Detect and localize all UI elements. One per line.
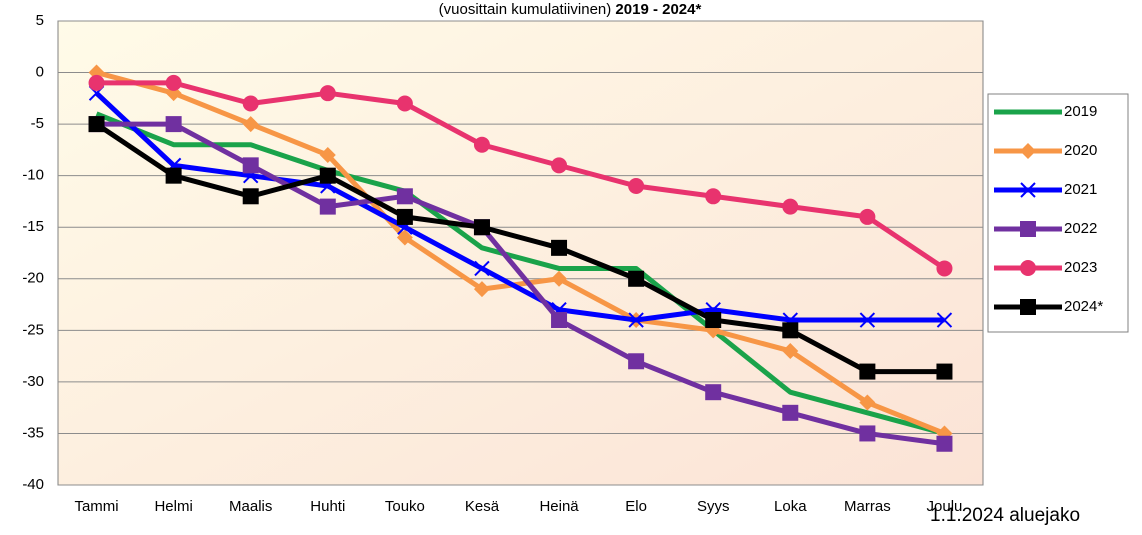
point-marker [551, 239, 568, 256]
point-marker [859, 363, 876, 380]
point-marker [782, 322, 799, 339]
y-tick-label: 5 [36, 12, 44, 29]
point-marker [936, 435, 953, 452]
title: (vuosittain kumulatiivinen) [439, 1, 612, 18]
point-marker [859, 394, 876, 411]
point-marker [88, 74, 105, 91]
series-line [95, 122, 945, 375]
y-tick-label: -30 [22, 373, 44, 390]
legend-marker [1020, 143, 1036, 159]
point-marker [242, 95, 259, 112]
x-tick-label: Helmi [154, 498, 192, 515]
legend-label: 2024* [1064, 298, 1103, 315]
x-tick-label: Heinä [539, 498, 579, 515]
point-marker [319, 167, 336, 184]
point-marker [628, 177, 645, 194]
x-tick-label: Syys [697, 498, 730, 515]
title-bold: 2019 - 2024* [615, 1, 701, 18]
point-marker [396, 188, 413, 205]
point-marker [628, 312, 644, 328]
y-tick-label: 0 [36, 64, 44, 81]
legend-label: 2020 [1064, 142, 1097, 159]
plot-area [57, 20, 984, 486]
point-marker [551, 270, 568, 287]
x-tick-label: Marras [844, 498, 891, 515]
point-marker [319, 85, 336, 102]
x-tick-label: Huhti [310, 498, 345, 515]
series-line [96, 121, 945, 447]
point-marker [165, 116, 182, 133]
x-tick-label: Kesä [465, 498, 500, 515]
legend-label: 2019 [1064, 103, 1097, 120]
y-tick-label: -40 [22, 476, 44, 493]
point-marker [242, 116, 259, 133]
y-tick-label: -15 [22, 218, 44, 235]
x-tick-label: Maalis [229, 498, 272, 515]
x-tick-label: Touko [385, 498, 425, 515]
legend-marker [1020, 299, 1036, 315]
point-marker [474, 260, 490, 277]
point-marker [782, 342, 799, 359]
point-marker [88, 116, 105, 133]
point-marker [551, 312, 568, 329]
point-marker [551, 157, 568, 174]
series-line [94, 91, 945, 323]
series-line [95, 111, 946, 436]
chart-title: (vuosittain kumulatiivinen) 2019 - 2024* [439, 1, 702, 18]
point-marker [705, 188, 722, 205]
point-marker [319, 147, 336, 164]
point-marker [628, 353, 645, 370]
legend-marker [1020, 260, 1036, 276]
legend-marker [1020, 182, 1036, 198]
point-marker [705, 312, 722, 329]
point-marker [396, 229, 413, 246]
y-tick-label: -10 [22, 167, 44, 184]
legend-label: 2021 [1064, 181, 1097, 198]
point-marker [473, 281, 490, 298]
y-tick-label: -20 [22, 270, 44, 287]
point-marker [936, 260, 953, 277]
x-tick-label: Tammi [74, 498, 118, 515]
point-marker [705, 384, 722, 401]
series-line [96, 80, 946, 271]
x-tick-label: Elo [625, 498, 647, 515]
point-marker [473, 136, 490, 153]
series-line [95, 70, 946, 436]
y-tick-label: -5 [31, 115, 44, 132]
y-tick-label: -25 [22, 321, 44, 338]
point-marker [396, 208, 413, 225]
point-marker [473, 219, 490, 236]
point-marker [165, 74, 182, 91]
point-marker [859, 425, 876, 442]
point-marker [859, 208, 876, 225]
point-marker [936, 312, 953, 328]
point-marker [165, 167, 182, 184]
point-marker [782, 198, 799, 215]
point-marker [242, 157, 259, 174]
x-tick-label: Loka [774, 498, 807, 515]
footnote: 1.1.2024 aluejako [930, 505, 1080, 526]
legend-marker [1020, 221, 1036, 237]
point-marker [936, 363, 953, 380]
point-marker [859, 312, 876, 328]
point-marker [628, 270, 645, 287]
legend-label: 2023 [1064, 259, 1097, 276]
point-marker [782, 404, 799, 421]
point-marker [319, 198, 336, 215]
legend-box [987, 93, 1129, 333]
x-tick-label: Joulu [927, 498, 963, 515]
point-marker [242, 188, 259, 205]
point-marker [396, 95, 413, 112]
y-tick-label: -35 [22, 424, 44, 441]
legend-label: 2022 [1064, 220, 1097, 237]
